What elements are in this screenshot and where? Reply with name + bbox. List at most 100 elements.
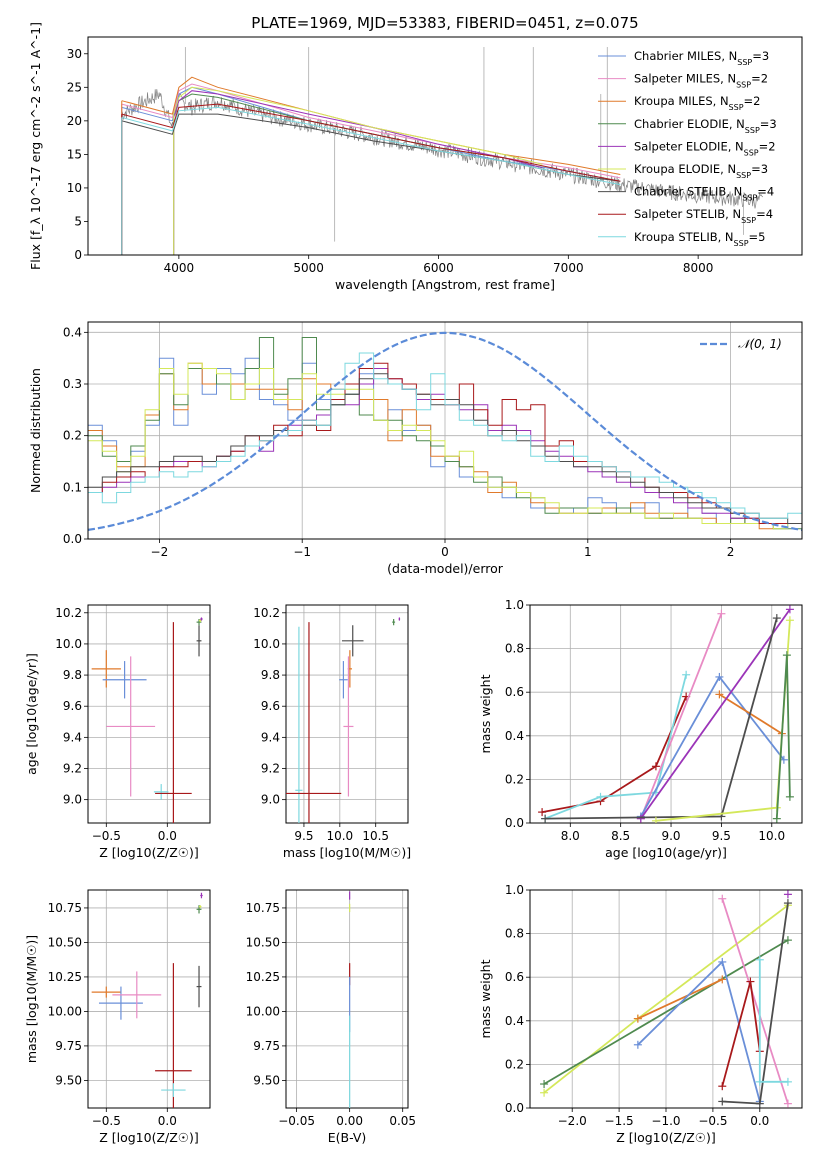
weight-vs-Z-panel: −2.0 −1.5 −1.0 −0.5 0.0 0.0 0.2 0.4 0.6 0.8 1.0 Z [… — [478, 883, 803, 1145]
y-tick-label: 10.25 — [48, 970, 82, 984]
y-tick-label: 9.75 — [55, 1039, 82, 1053]
y-tick-label: 0.6 — [505, 970, 524, 984]
y-tick-label: 0.2 — [505, 1057, 524, 1071]
y-tick-label: 5 — [74, 214, 82, 228]
weight-line — [640, 675, 785, 817]
weight-line — [544, 674, 687, 820]
y-tick-label: 10.00 — [48, 1004, 82, 1018]
y-tick-label: 10.2 — [253, 606, 280, 620]
weight-line — [640, 608, 791, 820]
y-tick-label: 0.8 — [505, 927, 524, 941]
y-tick-label: 10.50 — [48, 935, 82, 949]
x-tick-label: −1.0 — [651, 1114, 680, 1128]
weight-line — [775, 655, 791, 819]
y-tick-label: 0.1 — [63, 480, 82, 494]
axes-frame — [87, 321, 803, 540]
x-tick-label: 5000 — [293, 261, 324, 275]
x-tick-label: 6000 — [423, 261, 454, 275]
y-tick-label: 15 — [67, 147, 82, 161]
mass-vs-EBV-panel: −0.05 0.00 0.05 9.50 9.75 10.00 10.25 10.50 10.7… — [246, 889, 416, 1145]
y-tick-label: 10 — [67, 181, 82, 195]
x-tick-label: 7000 — [553, 261, 584, 275]
weight-line — [545, 617, 778, 820]
x-tick-label: 1 — [584, 545, 592, 559]
y-tick-label: 25 — [67, 80, 82, 94]
y-tick-label: 10.0 — [55, 637, 82, 651]
spectrum-model-line — [121, 103, 621, 182]
y-tick-label: 0.0 — [505, 1101, 524, 1115]
x-axis-label: age [log10(age/yr)] — [605, 845, 727, 860]
y-axis-label: Normed distribution — [28, 368, 43, 493]
weight-line — [637, 960, 761, 1102]
x-tick-label: 8.5 — [611, 829, 630, 843]
weight-vs-age-plot — [538, 605, 794, 823]
x-tick-label: 4000 — [164, 261, 195, 275]
x-axis-label: (data-model)/error — [387, 561, 504, 576]
legend-label: Kroupa MILES, NSSP=2 — [634, 94, 760, 112]
y-tick-label: 0.4 — [63, 325, 82, 339]
y-tick-label: 0.8 — [505, 642, 524, 656]
x-tick-label: 9.5 — [294, 829, 313, 843]
x-tick-label: 0.00 — [336, 1114, 363, 1128]
weight-vs-age-panel: 8.0 8.5 9.0 9.5 10.0 0.0 0.2 0.4 0.6 0.8 1.0 age [l… — [478, 598, 803, 860]
x-tick-label: −2 — [151, 545, 169, 559]
y-axis-label: Flux [f_λ 10^-17 erg cm^-2 s^-1 A^-1] — [28, 22, 43, 270]
age-vs-Z-panel: −0.5 0.0 9.0 9.2 9.4 9.6 9.8 10.0 10.2 Z [log10(Z… — [24, 604, 211, 860]
y-tick-label: 0.0 — [505, 816, 524, 830]
y-tick-label: 9.2 — [261, 762, 280, 776]
axes-frame — [529, 889, 803, 1109]
y-axis-label: mass weight — [478, 959, 493, 1038]
residuals-panel: −2 −1 0 1 2 0.0 0.1 0.2 0.3 0.4 (data-model)/error… — [28, 321, 803, 576]
gaussian-curve — [88, 331, 802, 531]
y-tick-label: 10.75 — [48, 901, 82, 915]
x-axis-label: E(B-V) — [328, 1130, 367, 1145]
legend-label: Salpeter ELODIE, NSSP=2 — [634, 139, 776, 157]
y-tick-label: 10.2 — [55, 606, 82, 620]
x-tick-label: 10.5 — [362, 829, 389, 843]
x-axis-label: Z [log10(Z/Z☉)] — [99, 845, 199, 860]
y-tick-label: 9.50 — [55, 1073, 82, 1087]
weight-line — [541, 696, 687, 813]
age-vs-mass-plot — [286, 617, 401, 823]
weight-line — [639, 613, 723, 819]
spectrum-panel: 4000 5000 6000 7000 8000 0 5 10 15 20 25 30 waveleng… — [28, 22, 803, 292]
spectrum-model-line — [121, 83, 621, 179]
figure-title: PLATE=1969, MJD=53383, FIBERID=0451, z=0… — [251, 14, 638, 32]
axes-frame — [87, 604, 211, 824]
legend-label: Chabrier ELODIE, NSSP=3 — [634, 117, 777, 135]
axes-frame — [285, 889, 409, 1109]
legend-label: Salpeter MILES, NSSP=2 — [634, 72, 768, 90]
y-tick-label: 0.2 — [63, 429, 82, 443]
y-tick-label: 0 — [74, 248, 82, 262]
x-tick-label: 8.0 — [561, 829, 580, 843]
y-tick-label: 10.25 — [246, 970, 280, 984]
legend-label: Kroupa ELODIE, NSSP=3 — [634, 162, 768, 180]
spectrum-model-line — [173, 90, 543, 169]
y-tick-label: 9.4 — [261, 730, 280, 744]
y-tick-label: 9.75 — [253, 1039, 280, 1053]
x-axis-label: Z [log10(Z/Z☉)] — [99, 1130, 199, 1145]
x-tick-label: 2 — [727, 545, 735, 559]
y-tick-label: 1.0 — [505, 598, 524, 612]
y-tick-label: 9.8 — [261, 668, 280, 682]
y-tick-label: 9.0 — [63, 793, 82, 807]
x-tick-label: 0.05 — [389, 1114, 416, 1128]
mass-vs-Z-plot — [91, 892, 203, 1108]
spectrum-model-line — [121, 113, 621, 182]
x-tick-label: 0.0 — [158, 1114, 177, 1128]
y-axis-label: mass [log10(M/M☉)] — [24, 935, 39, 1063]
y-tick-label: 10.50 — [246, 935, 280, 949]
y-tick-label: 0.4 — [505, 1014, 524, 1028]
residual-histogram — [88, 352, 802, 519]
x-tick-label: 0.0 — [158, 829, 177, 843]
weight-line — [721, 898, 789, 1104]
y-tick-label: 9.6 — [261, 699, 280, 713]
panels: 4000 5000 6000 7000 8000051015202530waveleng… — [24, 22, 803, 1145]
x-tick-label: 8000 — [683, 261, 714, 275]
y-tick-label: 9.6 — [63, 699, 82, 713]
x-tick-label: −0.05 — [278, 1114, 315, 1128]
x-tick-label: −1.5 — [605, 1114, 634, 1128]
x-tick-label: −0.5 — [92, 1114, 121, 1128]
spectrum-legend: Chabrier MILES, NSSP=3 Salpeter MILES, NS… — [598, 49, 777, 247]
